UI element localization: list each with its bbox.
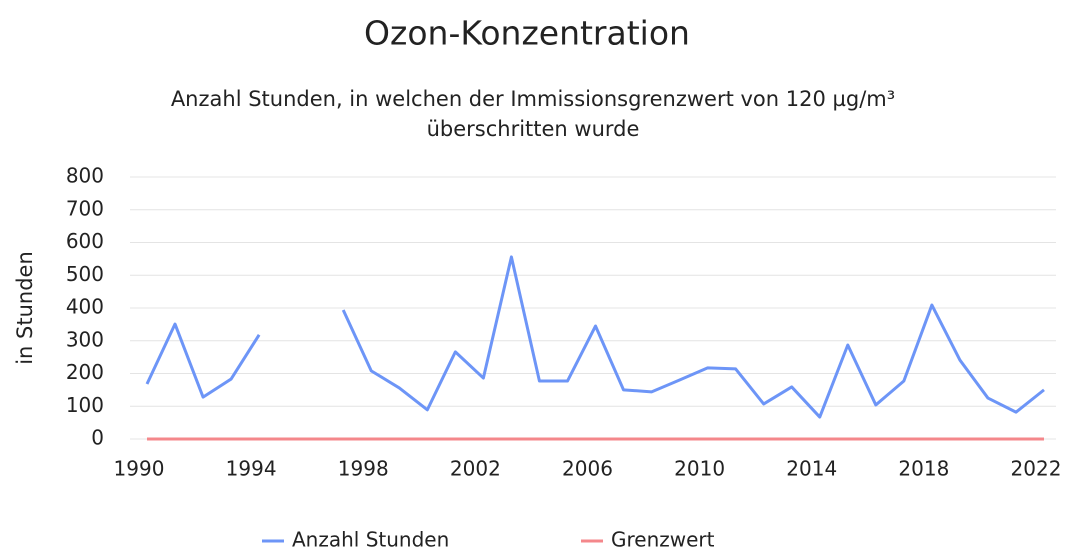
legend-label: Grenzwert (611, 528, 715, 552)
x-tick-label: 1994 (226, 457, 277, 481)
y-tick-label: 800 (66, 164, 104, 188)
y-tick-label: 0 (91, 426, 104, 450)
x-tick-label: 1990 (114, 457, 165, 481)
y-tick-label: 500 (66, 262, 104, 286)
x-tick-label: 2002 (450, 457, 501, 481)
chart-subtitle: Anzahl Stunden, in welchen der Immission… (171, 87, 895, 111)
y-axis-title: in Stunden (13, 251, 37, 365)
y-tick-label: 200 (66, 360, 104, 384)
x-tick-label: 1998 (338, 457, 389, 481)
line-series (145, 255, 1045, 419)
x-tick-label: 2018 (898, 457, 949, 481)
chart-title: Ozon-Konzentration (364, 14, 690, 53)
chart-subtitle: überschritten wurde (427, 117, 640, 141)
x-tick-label: 2022 (1011, 457, 1062, 481)
y-tick-label: 700 (66, 196, 104, 220)
y-tick-label: 400 (66, 295, 104, 319)
y-tick-label: 300 (66, 327, 104, 351)
x-tick-label: 2014 (786, 457, 837, 481)
y-tick-label: 600 (66, 229, 104, 253)
x-tick-label: 2010 (674, 457, 725, 481)
x-tick-label: 2006 (562, 457, 613, 481)
legend-label: Anzahl Stunden (292, 528, 449, 552)
y-tick-label: 100 (66, 393, 104, 417)
